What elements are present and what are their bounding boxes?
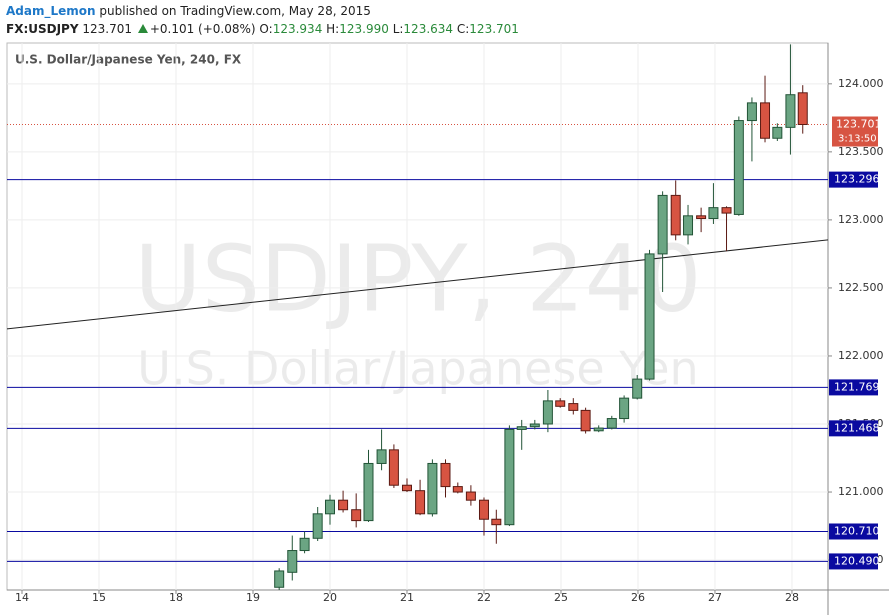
candle-body (376, 449, 387, 464)
y-tick-label: 122.500 (838, 281, 884, 294)
candle-body (363, 462, 374, 522)
c-label: C: (456, 22, 470, 36)
hline-label-box (829, 420, 878, 437)
watermark: USDJPY, 240 (134, 225, 701, 332)
trendline (6, 239, 829, 330)
candle-body (542, 400, 553, 425)
x-tick-label: 26 (631, 591, 645, 604)
candle-body (299, 537, 310, 552)
candle-body (555, 400, 566, 407)
candle-body (415, 490, 426, 515)
hline-label: 121.468 (834, 421, 880, 434)
y-tick-label: 123.500 (838, 145, 884, 158)
x-tick-label: 19 (246, 591, 260, 604)
candle-body (644, 253, 655, 380)
y-tick-label: 121.000 (838, 485, 884, 498)
candle-body (452, 486, 463, 493)
candle-body (351, 509, 362, 522)
x-tick-label: 22 (477, 591, 491, 604)
candle-body (593, 427, 604, 432)
x-tick-label: 20 (323, 591, 337, 604)
candle-body (708, 207, 719, 220)
candle-body (465, 491, 476, 501)
candle-body (733, 120, 744, 215)
last-price-label: 123.701 (836, 118, 882, 131)
candle-body (504, 428, 515, 526)
candle-body (568, 403, 579, 411)
candle-body (274, 570, 285, 588)
x-tick-label: 18 (169, 591, 183, 604)
candle-body (657, 194, 668, 255)
hline-label-box (829, 553, 878, 570)
hline-label: 120.710 (834, 524, 880, 537)
y-tick-label: 122.000 (838, 349, 884, 362)
x-tick-label: 25 (554, 591, 568, 604)
author[interactable]: Adam_Lemon (6, 4, 96, 18)
chart-title: U.S. Dollar/Japanese Yen, 240, FX (15, 53, 242, 67)
x-tick-label: 15 (92, 591, 106, 604)
x-tick-label: 28 (785, 591, 799, 604)
symbol: FX:USDJPY (6, 22, 79, 36)
candle-body (440, 462, 451, 488)
hline-label-box (829, 171, 878, 188)
candle-body (746, 102, 757, 122)
candle-body (287, 550, 298, 573)
o-label: O: (259, 22, 273, 36)
candle-body (478, 499, 489, 520)
watermark: U.S. Dollar/Japanese Yen (137, 342, 698, 396)
candle-body (797, 92, 808, 126)
x-tick-label: 27 (708, 591, 722, 604)
x-tick-label: 14 (15, 591, 29, 604)
last-price-box (832, 116, 878, 147)
publish-line: Adam_Lemon published on TradingView.com,… (6, 2, 519, 20)
candle-body (516, 426, 527, 430)
candle-body (785, 94, 796, 128)
hline-label: 121.769 (834, 380, 880, 393)
candle-body (670, 194, 681, 236)
last: 123.701 (82, 22, 132, 36)
candle-body (721, 207, 732, 214)
h-label: H: (326, 22, 340, 36)
hline-label-box (829, 379, 878, 396)
candle-body (427, 462, 438, 515)
change: +0.101 (+0.08%) (149, 22, 256, 36)
candle-body (529, 423, 540, 428)
candle-body (580, 409, 591, 432)
candle-body (401, 484, 412, 492)
candle-body (760, 102, 771, 139)
y-tick-label: 123.000 (838, 213, 884, 226)
candle-body (772, 126, 783, 139)
header: Adam_Lemon published on TradingView.com,… (6, 2, 519, 38)
candle-body (312, 513, 323, 539)
l-value: 123.634 (403, 22, 454, 36)
o-value: 123.934 (272, 22, 323, 36)
candle-body (388, 449, 399, 486)
hline-label: 123.296 (834, 173, 880, 186)
countdown: 3:13:50 (838, 134, 877, 145)
y-tick-label: 124.000 (838, 77, 884, 90)
quote-line: FX:USDJPY 123.701 +0.101 (+0.08%) O:123.… (6, 20, 519, 38)
hline-label: 120.490 (834, 554, 880, 567)
l-label: L: (392, 22, 404, 36)
candle-body (696, 215, 707, 220)
candle-body (606, 418, 617, 429)
published: published on TradingView.com, May 28, 20… (99, 4, 371, 18)
candle-body (491, 518, 502, 526)
x-tick-label: 21 (400, 591, 414, 604)
up-arrow (137, 24, 148, 33)
candle-body (632, 378, 643, 399)
c-value: 123.701 (469, 22, 519, 36)
hline-label-box (829, 523, 878, 540)
candle-body (683, 215, 694, 236)
h-value: 123.990 (339, 22, 389, 36)
candle-body (619, 397, 630, 420)
candle-body (324, 499, 335, 515)
candle-body (338, 499, 349, 511)
